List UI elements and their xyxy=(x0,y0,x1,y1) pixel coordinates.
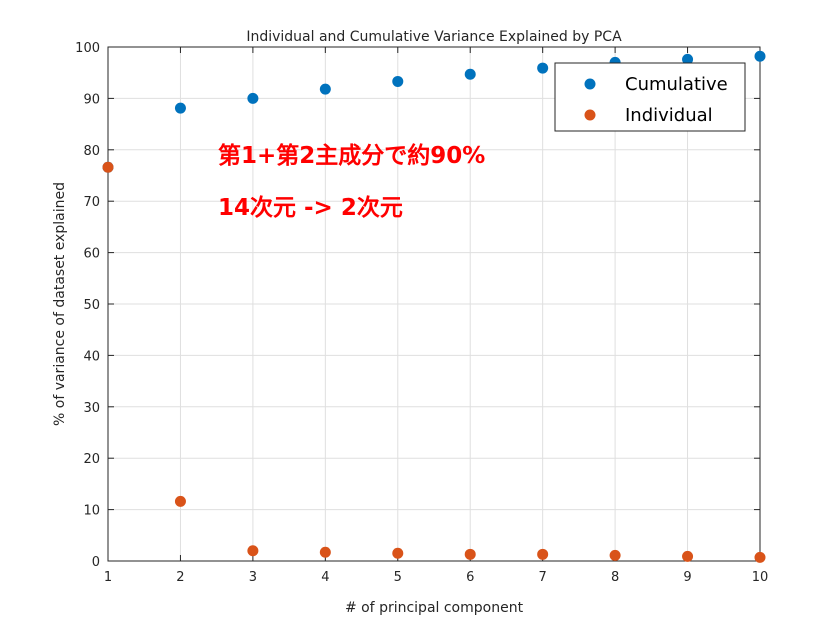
chart-title: Individual and Cumulative Variance Expla… xyxy=(246,29,622,45)
legend-label-cumulative: Cumulative xyxy=(625,74,728,95)
data-point-individual xyxy=(247,545,259,557)
legend-marker-individual xyxy=(584,109,596,121)
legend-marker-cumulative xyxy=(584,78,596,90)
y-axis-label: % of variance of dataset explained xyxy=(52,182,68,426)
data-point-individual xyxy=(392,547,404,559)
legend: Cumulative Individual xyxy=(554,62,746,132)
y-tick-label: 0 xyxy=(92,555,100,570)
y-tick-label: 90 xyxy=(83,92,100,107)
data-point-individual xyxy=(319,546,331,558)
x-tick-label: 7 xyxy=(539,570,547,585)
data-point-individual xyxy=(537,548,549,560)
data-point-cumulative xyxy=(682,53,694,65)
data-point-cumulative xyxy=(464,68,476,80)
data-point-cumulative xyxy=(537,62,549,74)
data-point-cumulative xyxy=(392,75,404,87)
data-point-individual xyxy=(754,551,766,563)
x-tick-label: 3 xyxy=(249,570,257,585)
data-point-individual xyxy=(682,550,694,562)
y-tick-label: 10 xyxy=(83,504,100,519)
data-point-individual xyxy=(174,495,186,507)
y-tick-label: 50 xyxy=(83,298,100,313)
x-axis-label: # of principal component xyxy=(345,600,524,616)
x-tick-label: 9 xyxy=(683,570,691,585)
data-point-individual xyxy=(464,548,476,560)
legend-label-individual: Individual xyxy=(625,105,713,126)
data-point-cumulative xyxy=(754,50,766,62)
x-tick-label: 1 xyxy=(104,570,112,585)
annotation-dimensions: 14次元 -> 2次元 xyxy=(218,194,403,221)
x-tick-label: 4 xyxy=(321,570,329,585)
x-tick-label: 10 xyxy=(752,570,769,585)
y-tick-label: 80 xyxy=(83,144,100,159)
y-tick-label: 70 xyxy=(83,195,100,210)
data-point-cumulative xyxy=(174,102,186,114)
data-point-individual xyxy=(609,549,621,561)
y-tick-label: 30 xyxy=(83,401,100,416)
data-point-individual xyxy=(102,161,114,173)
x-tick-label: 6 xyxy=(466,570,474,585)
data-point-cumulative xyxy=(247,92,259,104)
x-tick-label: 2 xyxy=(176,570,184,585)
data-point-cumulative xyxy=(319,83,331,95)
x-tick-label: 8 xyxy=(611,570,619,585)
y-tick-label: 40 xyxy=(83,349,100,364)
y-tick-label: 60 xyxy=(83,247,100,262)
legend-box xyxy=(554,62,746,132)
y-tick-label: 20 xyxy=(83,452,100,467)
data-points xyxy=(102,50,766,563)
annotation-variance: 第1+第2主成分で約90% xyxy=(218,142,485,169)
x-tick-label: 5 xyxy=(394,570,402,585)
y-tick-label: 100 xyxy=(75,41,100,56)
